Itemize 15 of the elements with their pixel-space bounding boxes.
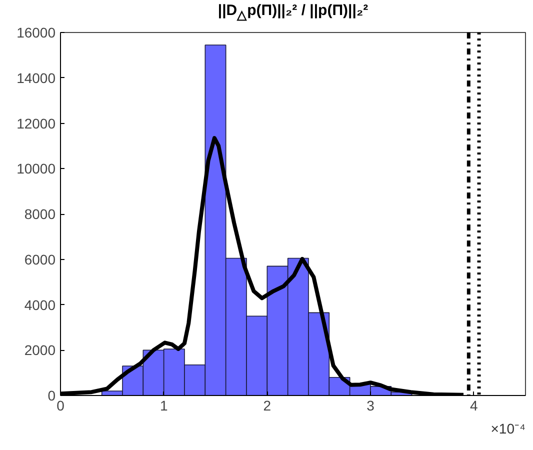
y-tick-label: 10000 xyxy=(16,160,56,177)
y-tick-label: 4000 xyxy=(24,296,56,313)
y-tick-label: 12000 xyxy=(16,115,56,132)
y-tick-label: 2000 xyxy=(24,342,56,358)
x-tick-label: 2 xyxy=(263,398,272,414)
y-tick-label: 16000 xyxy=(16,24,56,40)
x-tick-label: 3 xyxy=(366,398,375,414)
y-tick-label: 0 xyxy=(48,388,56,404)
y-tick-label: 6000 xyxy=(24,251,56,268)
x-tick-label: 1 xyxy=(160,398,168,414)
y-tick-label: 14000 xyxy=(16,70,56,86)
x-tick-label: 4 xyxy=(470,398,478,414)
y-tick-label: 8000 xyxy=(24,206,56,222)
text: ×10⁻⁴ xyxy=(490,420,526,436)
chart-title: ||D$_{△}$p(Π)||₂² / ||p(Π)||₂² xyxy=(216,1,370,24)
